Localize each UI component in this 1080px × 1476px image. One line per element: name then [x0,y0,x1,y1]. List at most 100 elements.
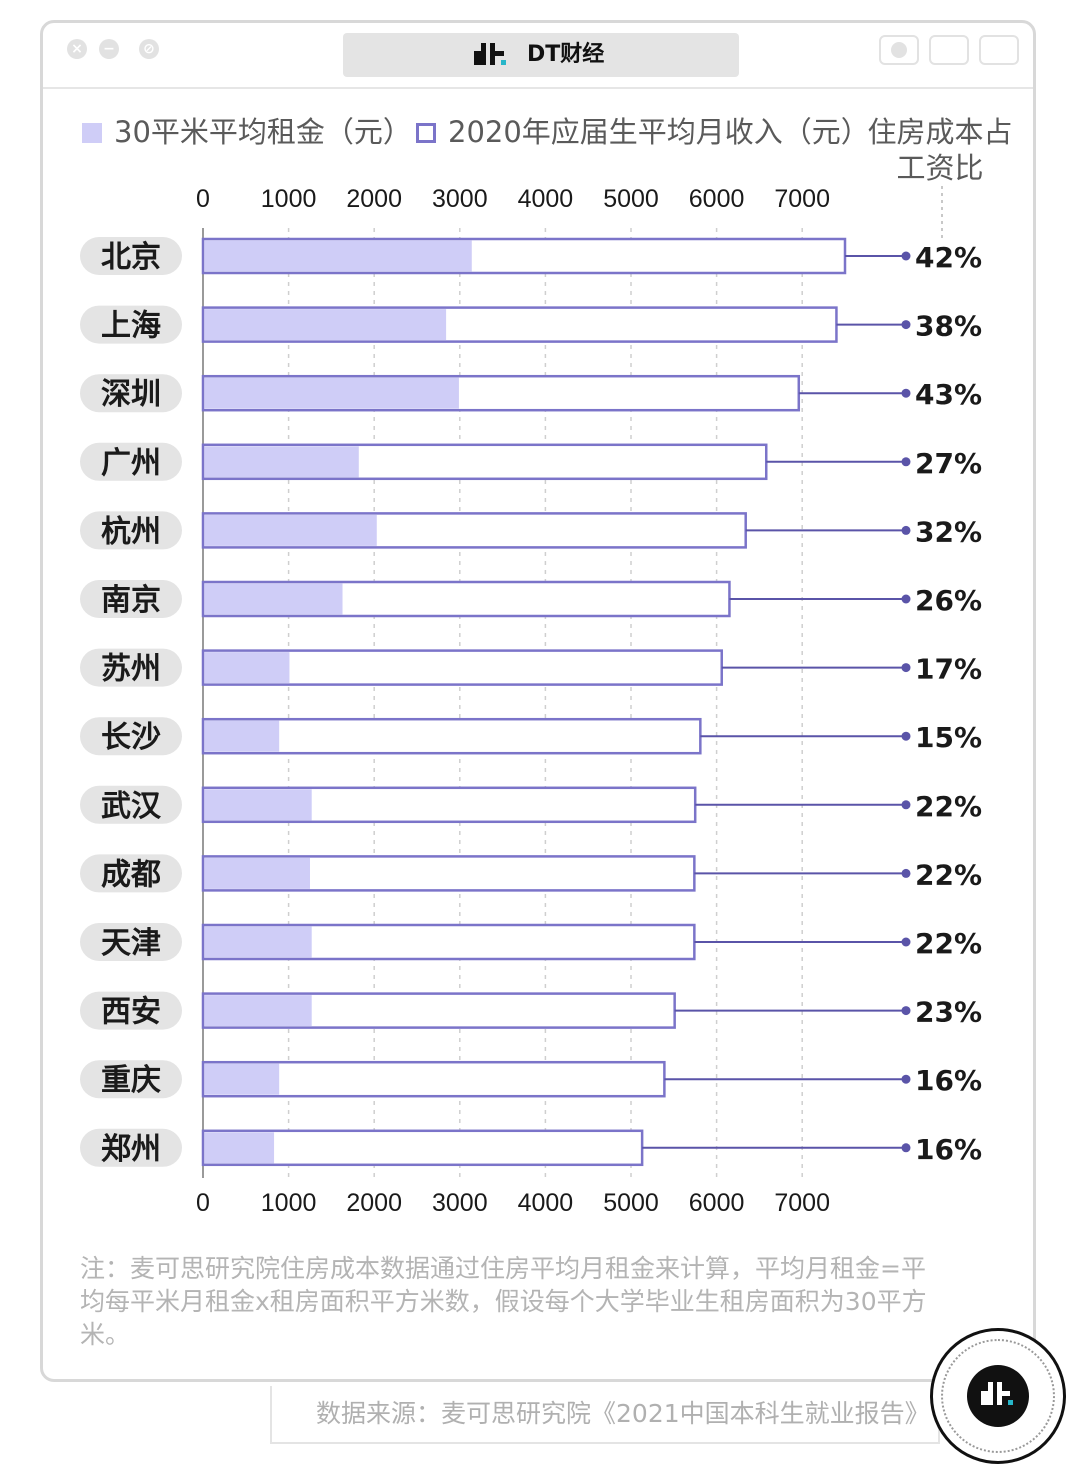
category-label: 郑州 [101,1132,161,1167]
category-label: 成都 [101,857,161,892]
ratio-label: 17% [915,653,982,686]
category-label: 长沙 [101,720,161,755]
close-icon[interactable]: × [67,39,87,59]
rent-bar [204,652,290,684]
ratio-label: 43% [915,378,982,411]
ratio-label: 16% [915,1133,982,1166]
title-bar: × − ⊘ DT财经 [43,23,1033,89]
category-pill [80,442,182,481]
badge-ring [941,1339,1055,1453]
income-bar [201,717,702,755]
top-tick-label-4000: 4000 [518,185,574,213]
ratio-label: 42% [915,241,982,274]
connector-dot [901,320,911,330]
top-tick-label-0: 0 [196,185,210,213]
top-tick-label-7000: 7000 [774,185,830,213]
connector-dot [901,1074,911,1084]
copy-icon[interactable] [979,35,1019,65]
category-pill [80,717,182,756]
top-tick-label-6000: 6000 [689,185,745,213]
legend-label-rent: 30平米平均租金（元） [114,115,412,149]
bottom-tick-label-2000: 2000 [346,1189,402,1217]
connector-dot [901,1143,911,1153]
category-label: 上海 [101,309,161,344]
window-title-bar: DT财经 [343,33,739,77]
connector-dot [901,251,911,261]
category-pill [80,923,182,961]
category-pill [80,1060,182,1099]
connector-dot [901,731,911,741]
category-pill [80,1128,182,1167]
ratio-header-line1: 住房成本占 [867,115,1013,149]
category-label: 深圳 [101,377,161,412]
connector-dot [901,388,911,398]
rent-bar [204,1132,275,1164]
bottom-tick-label-3000: 3000 [432,1189,488,1217]
footnote: 注：麦可思研究院住房成本数据通过住房平均月租金来计算，平均月租金=平均每平米月租… [80,1254,927,1349]
category-label: 苏州 [101,652,161,687]
category-pill [80,785,182,824]
category-label: 杭州 [101,514,161,549]
category-label: 西安 [101,995,161,1030]
bottom-tick-label-6000: 6000 [689,1189,745,1217]
ratio-label: 26% [915,584,982,617]
rent-bar [204,1063,280,1095]
category-pill [80,237,182,275]
rent-bar [204,789,312,821]
block-icon[interactable]: ⊘ [139,39,159,59]
connector-dot [901,525,911,535]
ratio-label: 22% [915,927,982,960]
source-box: 数据来源：麦可思研究院《2021中国本科生就业报告》 [270,1386,940,1444]
connector-dot [901,937,911,947]
legend-label-income: 2020年应届生平均月收入（元） [448,115,870,149]
ratio-label: 32% [915,515,982,548]
category-pill [80,374,182,413]
connector-dot [901,1006,911,1016]
rent-bar [204,926,312,958]
rent-bar [204,514,377,546]
connector-dot [901,457,911,467]
ratio-column-header: 住房成本占 工资比 [860,114,1020,186]
connector-dot [901,594,911,604]
minimize-icon[interactable]: − [99,39,119,59]
dt-badge-logo-icon [967,1365,1029,1427]
ratio-label: 38% [915,310,982,343]
top-tick-label-3000: 3000 [432,185,488,213]
rent-bar [204,583,343,615]
ratio-header-line2: 工资比 [896,151,984,185]
top-tick-label-1000: 1000 [261,185,317,213]
ratio-label: 27% [915,447,982,480]
share-icon[interactable] [929,35,969,65]
rent-bar [204,857,310,889]
category-pill [80,854,182,893]
category-label: 武汉 [101,789,162,824]
bottom-tick-label-1000: 1000 [261,1189,317,1217]
rent-bar [204,309,447,341]
category-label: 南京 [101,583,161,618]
category-pill [80,580,182,618]
category-label: 北京 [101,240,161,275]
connector-dot [901,800,911,810]
category-pill [80,991,182,1030]
connector-dot [901,868,911,878]
top-tick-label-2000: 2000 [346,185,402,213]
category-label: 天津 [101,926,161,961]
rent-bar [204,720,280,752]
category-pill [80,305,182,344]
category-label: 重庆 [101,1063,161,1098]
ratio-label: 22% [915,858,982,891]
ratio-label: 22% [915,790,982,823]
rent-bar [204,377,459,409]
category-pill [80,511,182,550]
rent-bar [204,446,359,478]
ratio-label: 15% [915,721,982,754]
dt-badge[interactable] [930,1328,1066,1464]
ratio-label: 16% [915,1064,982,1097]
income-bar [201,1060,666,1098]
rent-bar [204,240,472,272]
top-tick-label-5000: 5000 [603,185,659,213]
bottom-tick-label-7000: 7000 [774,1189,830,1217]
bottom-tick-label-5000: 5000 [603,1189,659,1217]
record-button[interactable] [879,35,919,65]
